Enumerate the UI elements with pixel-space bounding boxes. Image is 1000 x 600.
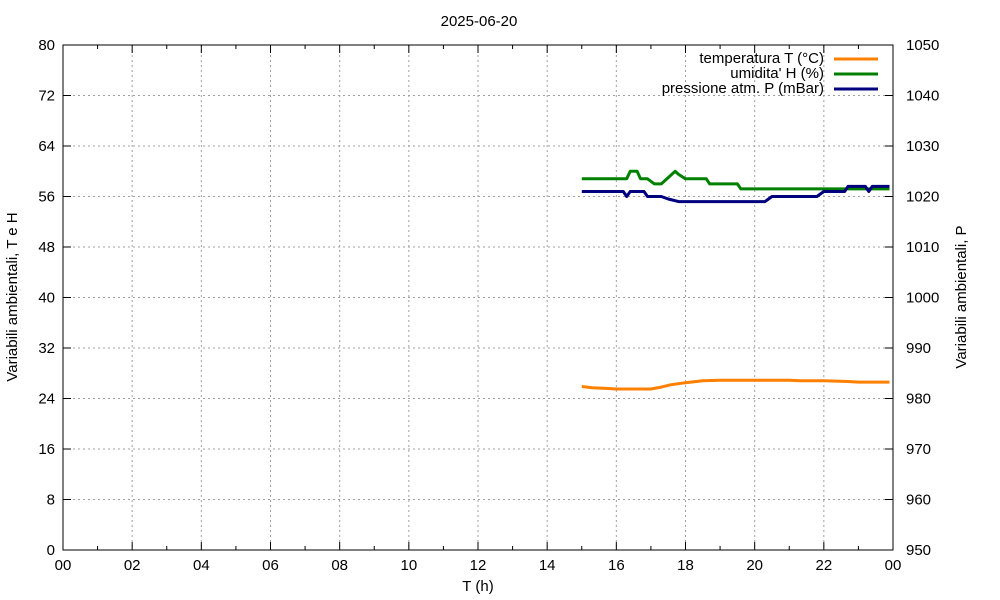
y-left-tick-label: 64 [38,138,55,155]
y-right-tick-label: 1020 [906,189,939,206]
x-axis-label: T (h) [462,578,493,595]
y-left-axis-label: Variabili ambientali, T e H [4,212,21,381]
x-tick-label: 22 [815,557,832,574]
y-right-tick-label: 970 [906,441,931,458]
y-left-tick-label: 48 [38,239,55,256]
y-right-tick-label: 1030 [906,138,939,155]
x-tick-label: 02 [124,557,141,574]
x-axis-ticks: 00 02 04 06 08 10 12 14 16 18 20 22 00 [55,45,902,574]
y-right-tick-label: 980 [906,391,931,408]
legend: temperatura T (°C) umidita' H (%) pressi… [662,50,878,97]
temperature-line [581,378,890,391]
y-left-tick-label: 56 [38,189,55,206]
x-tick-label: 00 [885,557,902,574]
y-right-tick-label: 960 [906,492,931,509]
x-tick-label: 08 [331,557,348,574]
x-tick-label: 12 [470,557,487,574]
y-right-tick-label: 1010 [906,239,939,256]
x-tick-label: 18 [677,557,694,574]
y-right-axis-label: Variabili ambientali, P [953,225,970,368]
x-tick-label: 06 [262,557,279,574]
y-right-axis-ticks: 950 960 970 980 990 1000 1010 1020 1030 1040 1050 [885,37,939,559]
y-left-tick-label: 40 [38,290,55,307]
y-left-tick-label: 8 [47,492,55,509]
y-left-tick-label: 24 [38,391,55,408]
legend-label-temperature: temperatura T (°C) [699,50,824,67]
y-left-tick-label: 32 [38,340,55,357]
legend-label-pressure: pressione atm. P (mBar) [662,80,824,97]
y-right-tick-label: 1000 [906,290,939,307]
y-left-tick-label: 80 [38,37,55,54]
y-left-tick-label: 72 [38,88,55,105]
x-tick-label: 10 [400,557,417,574]
y-right-tick-label: 1050 [906,37,939,54]
series-lines [581,169,890,391]
pressure-line [581,184,890,204]
y-left-axis-ticks: 0 8 16 24 32 40 48 56 64 72 80 [38,37,71,559]
x-tick-label: 14 [539,557,556,574]
x-tick-label: 16 [608,557,625,574]
legend-label-humidity: umidita' H (%) [730,65,824,82]
grid [63,45,893,550]
y-left-tick-label: 16 [38,441,55,458]
y-left-tick-label: 0 [47,542,55,559]
x-tick-label: 20 [746,557,763,574]
humidity-line [581,169,890,191]
x-tick-label: 00 [55,557,72,574]
chart-title: 2025-06-20 [441,13,518,30]
y-right-tick-label: 1040 [906,88,939,105]
x-tick-label: 04 [193,557,210,574]
y-right-tick-label: 990 [906,340,931,357]
y-right-tick-label: 950 [906,542,931,559]
